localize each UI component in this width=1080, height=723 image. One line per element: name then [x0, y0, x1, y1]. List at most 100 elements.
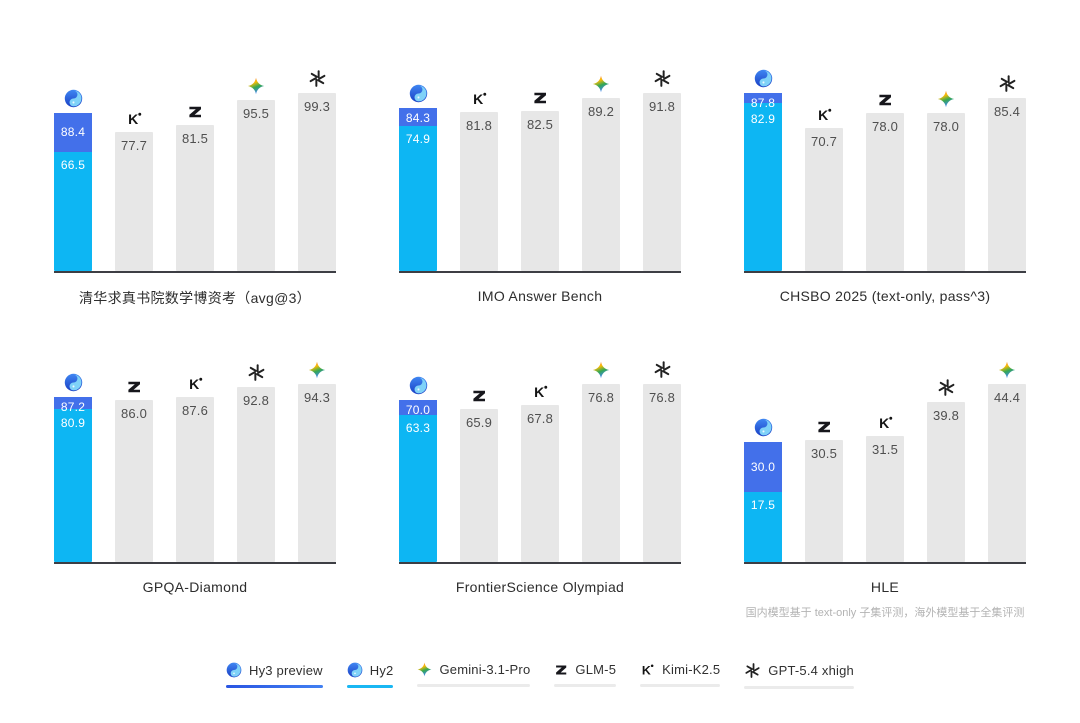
bar-value-label: 86.0: [120, 405, 148, 421]
bar-value-label: 65.9: [465, 415, 493, 431]
chart-hle: 30.0 17.5 30.5 K 31.5 39.8 44.4 HLE 国内模型基于 …: [744, 360, 1026, 620]
bar-value-label: 95.5: [242, 105, 270, 121]
svg-text:K: K: [642, 663, 651, 677]
hy3-segment: [399, 399, 437, 416]
bar-value-label: 78.0: [871, 118, 899, 134]
legend-item-main: GPT-5.4 xhigh: [744, 662, 854, 679]
legend-item-hy2[interactable]: Hy2: [346, 662, 394, 688]
bar-glm-5: 86.0: [115, 379, 153, 562]
bar-value-label: 88.4: [60, 125, 86, 140]
legend-item-hy3-preview[interactable]: Hy3 preview: [226, 662, 323, 688]
bar-value-label: 76.8: [587, 390, 615, 405]
gemini-icon: [592, 75, 610, 93]
value-bar: 95.5: [237, 99, 275, 271]
value-bar: 89.2: [582, 98, 620, 271]
stacked-bar: 70.0 63.3: [399, 399, 437, 562]
value-bar: 91.8: [643, 93, 681, 271]
bar-value-label: 77.7: [120, 137, 148, 153]
chart-title: GPQA-Diamond: [142, 579, 248, 595]
stacked-bar: 88.4 66.5: [54, 112, 92, 271]
bar-gemini-3-1-pro: 76.8: [582, 361, 620, 562]
svg-text:K: K: [534, 384, 544, 400]
legend-underline: [417, 684, 531, 687]
kimi-icon: K: [877, 414, 894, 431]
legend-item-label: Gemini-3.1-Pro: [439, 662, 531, 677]
bar-gpt-5-4-xhigh: 91.8: [643, 69, 681, 271]
chart-chsbo-2025-text-only-pass-3: 87.8 82.9 K 70.7 78.0 78.0 85.4 CHSBO 2025…: [744, 69, 1026, 308]
openai-icon: [247, 363, 266, 382]
plot-area: 30.0 17.5 30.5 K 31.5 39.8 44.4: [744, 360, 1026, 564]
bar-value-label: 82.9: [750, 112, 776, 126]
value-bar: 70.7: [805, 127, 843, 271]
chart-gpqa-diamond: 87.2 80.9 86.0 K 87.6 92.8 94.3 GPQA-Diamo…: [54, 360, 336, 620]
bar-value-label: 80.9: [60, 416, 86, 431]
bar-kimi-k2-5: K 31.5: [866, 414, 904, 562]
glm-icon: [877, 92, 893, 108]
stacked-bar: 84.3 74.9: [399, 107, 437, 271]
bar-value-label: 87.8: [750, 96, 776, 110]
bar-glm-5: 78.0: [866, 92, 904, 271]
bar-value-label: 30.0: [750, 459, 776, 474]
bar-value-label: 66.5: [60, 157, 86, 172]
legend-item-main: K Kimi-K2.5: [640, 662, 720, 677]
value-bar: 76.8: [643, 384, 681, 562]
bar-kimi-k2-5: K 77.7: [115, 110, 153, 271]
value-bar: 82.5: [521, 111, 559, 271]
bar-kimi-k2-5: K 67.8: [521, 383, 559, 562]
legend-underline: [744, 686, 854, 689]
bar-value-label: 44.4: [993, 390, 1021, 405]
svg-text:K: K: [879, 415, 889, 431]
bar-gpt-5-4-xhigh: 76.8: [643, 360, 681, 562]
chart-title: IMO Answer Bench: [477, 288, 603, 304]
value-bar: 81.8: [460, 112, 498, 271]
plot-area: 88.4 66.5 K 77.7 81.5 95.5 99.3: [54, 69, 336, 273]
hy3-segment: [54, 397, 92, 410]
gemini-icon: [937, 90, 955, 108]
chart-title: HLE: [870, 579, 900, 595]
legend-item-label: Kimi-K2.5: [662, 662, 721, 677]
kimi-icon: K: [816, 106, 833, 123]
value-bar: 76.8: [582, 384, 620, 562]
bar-value-label: 17.5: [750, 497, 776, 512]
kimi-icon: K: [187, 375, 204, 392]
bar-kimi-k2-5: K 87.6: [176, 375, 214, 562]
bar-value-label: 70.0: [405, 402, 431, 417]
legend-item-main: Hy2: [347, 662, 394, 678]
bar-value-label: 87.2: [60, 400, 86, 415]
kimi-icon: K: [126, 110, 143, 127]
value-bar: 78.0: [927, 112, 965, 271]
bar-kimi-k2-5: K 70.7: [805, 106, 843, 271]
bar-value-label: 70.7: [810, 133, 838, 149]
legend-item-label: GLM-5: [575, 662, 617, 677]
chart-title: FrontierScience Olympiad: [455, 579, 625, 595]
legend-item-label: Hy3 preview: [249, 662, 323, 678]
value-bar: 39.8: [927, 402, 965, 562]
bar-value-label: 91.8: [648, 99, 676, 114]
legend-item-kimi-k2-5[interactable]: K Kimi-K2.5: [640, 662, 721, 687]
hunyuan-icon: [409, 376, 428, 395]
glm-icon: [187, 104, 203, 120]
plot-area: 70.0 63.3 65.9 K 67.8 76.8 76.8: [399, 360, 681, 564]
hunyuan-icon: [226, 662, 242, 678]
value-bar: 99.3: [298, 93, 336, 271]
bar-value-label: 87.6: [181, 402, 209, 418]
value-bar: 30.5: [805, 439, 843, 562]
value-bar: 78.0: [866, 112, 904, 271]
plot-area: 84.3 74.9 K 81.8 82.5 89.2 91.8: [399, 69, 681, 273]
bar-value-label: 76.8: [648, 390, 676, 405]
bar-glm-5: 65.9: [460, 388, 498, 562]
chart-avg-3: 88.4 66.5 K 77.7 81.5 95.5 99.3 清华求真书院数学博资…: [54, 69, 336, 308]
chart-imo-answer-bench: 84.3 74.9 K 81.8 82.5 89.2 91.8 IMO Answer…: [399, 69, 681, 308]
legend-item-glm-5[interactable]: GLM-5: [554, 662, 617, 687]
bar-hy3-hy2: 87.2 80.9: [54, 373, 92, 562]
bar-value-label: 92.8: [242, 392, 270, 408]
gemini-icon: [998, 361, 1016, 379]
bar-hy3-hy2: 87.8 82.9: [744, 69, 782, 271]
bar-gemini-3-1-pro: 94.3: [298, 361, 336, 562]
legend-item-gemini-3-1-pro[interactable]: Gemini-3.1-Pro: [417, 662, 531, 687]
legend-item-gpt-5-4-xhigh[interactable]: GPT-5.4 xhigh: [744, 662, 854, 689]
legend-item-label: Hy2: [369, 662, 394, 678]
bar-glm-5: 82.5: [521, 90, 559, 271]
svg-text:K: K: [818, 107, 828, 123]
legend-item-main: Gemini-3.1-Pro: [417, 662, 530, 677]
